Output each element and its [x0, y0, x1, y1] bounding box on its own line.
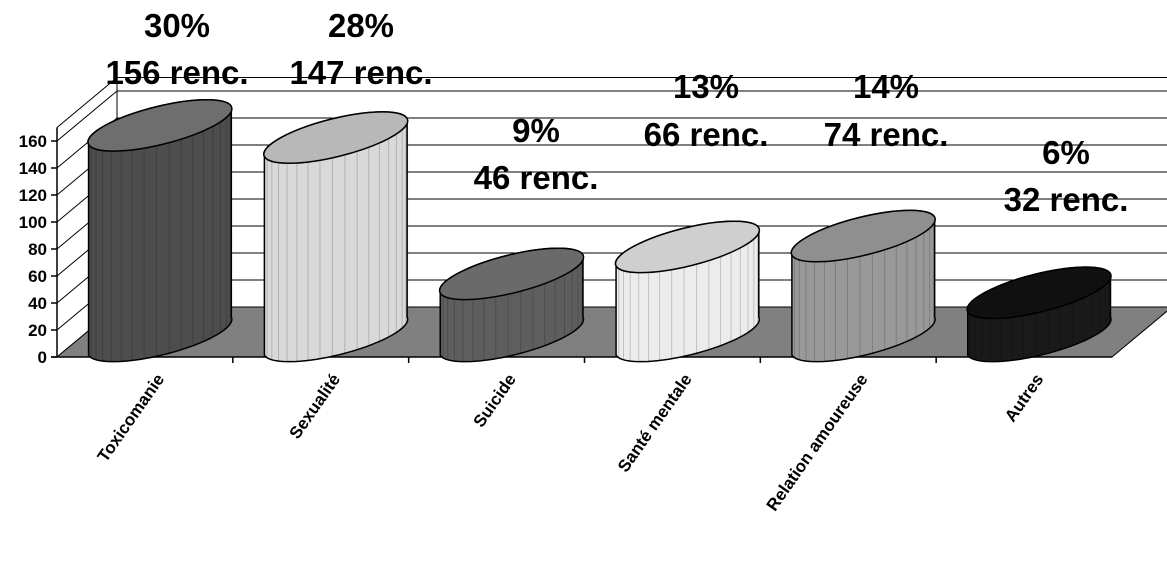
- gridline-side: [56, 90, 118, 142]
- category-label: Relation amoureuse: [763, 370, 872, 514]
- cylinder-top: [263, 111, 409, 164]
- y-tick-label: 40: [28, 294, 47, 313]
- category-label: Sexualité: [286, 370, 344, 442]
- side-wall-top-edge: [56, 77, 118, 128]
- y-axis: 0 20 40 60 80 100 120 140 160: [19, 127, 1112, 367]
- data-label-count: 66 renc.: [644, 116, 769, 153]
- bar-sexualité: [263, 111, 409, 363]
- bar-relation-amoureuse: [790, 209, 936, 363]
- category-label: Toxicomanie: [94, 370, 168, 465]
- data-label-count: 46 renc.: [474, 159, 599, 196]
- cylinder-top: [87, 98, 233, 152]
- y-tick-label: 0: [38, 348, 47, 367]
- data-label-percent: 13%: [673, 68, 739, 105]
- y-tick-label: 60: [28, 267, 47, 286]
- y-tick-label: 20: [28, 321, 47, 340]
- cylinder-top: [790, 209, 936, 263]
- y-tick-label: 160: [19, 132, 47, 151]
- y-tick-label: 80: [28, 240, 47, 259]
- cylinder-top: [438, 247, 585, 301]
- bars: [87, 98, 1112, 363]
- bar-toxicomanie: [87, 98, 233, 363]
- category-label: Suicide: [470, 370, 520, 430]
- bar-santé-mentale: [614, 220, 761, 363]
- data-label-percent: 28%: [328, 7, 394, 44]
- category-labels: Toxicomanie Sexualité Suicide Santé mentale…: [94, 370, 1048, 514]
- category-label: Autres: [1001, 370, 1047, 425]
- data-label-count: 74 renc.: [824, 116, 949, 153]
- y-tick-label: 120: [19, 186, 47, 205]
- data-label-count: 32 renc.: [1004, 181, 1129, 218]
- data-label-percent: 9%: [512, 112, 560, 149]
- data-label-count: 156 renc.: [105, 54, 248, 91]
- data-labels: 30% 156 renc. 28% 147 renc. 9% 46 renc. 13% 66 …: [105, 7, 1128, 218]
- y-tick-label: 100: [19, 213, 47, 232]
- bar-autres: [966, 266, 1112, 363]
- y-tick-label: 140: [19, 159, 47, 178]
- bar-suicide: [438, 247, 585, 363]
- data-label-percent: 30%: [144, 7, 210, 44]
- cylinder-top: [966, 266, 1112, 320]
- cylinder-top: [614, 220, 761, 274]
- data-label-percent: 14%: [853, 68, 919, 105]
- category-label: Santé mentale: [614, 370, 696, 475]
- data-label-percent: 6%: [1042, 134, 1090, 171]
- data-label-count: 147 renc.: [289, 54, 432, 91]
